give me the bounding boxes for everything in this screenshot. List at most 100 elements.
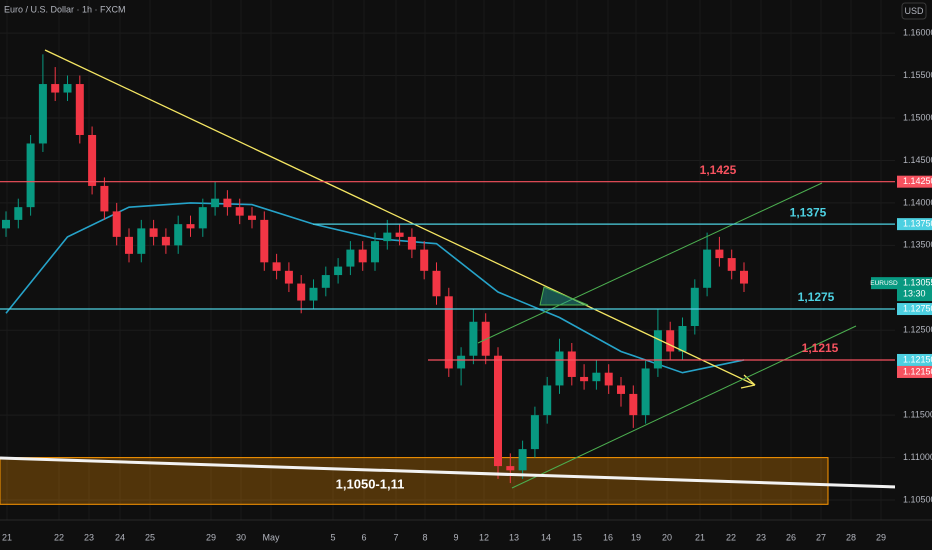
support-line xyxy=(0,456,899,489)
candle-body xyxy=(358,249,367,263)
x-tick-label: 30 xyxy=(236,532,246,542)
x-tick-label: 5 xyxy=(330,532,335,542)
candle-body xyxy=(223,198,232,208)
level-label: 1,1375 xyxy=(790,205,827,219)
price-marker xyxy=(897,175,932,188)
drawings xyxy=(0,49,899,489)
x-tick-label: 13 xyxy=(509,532,519,542)
candle-body xyxy=(88,134,97,186)
axis: 1.16000 1.15500 1.15000 1.14500 1.14000 1.135… xyxy=(2,27,932,542)
candle-body xyxy=(321,275,330,288)
x-tick-label: May xyxy=(262,532,280,542)
candle-body xyxy=(309,287,318,301)
candle-body xyxy=(75,84,84,135)
candle-body xyxy=(383,232,392,242)
arrow-head xyxy=(740,374,756,389)
trend-line xyxy=(44,49,756,386)
x-tick-label: 20 xyxy=(662,532,672,542)
x-tick-label: 21 xyxy=(2,532,12,542)
candle-body xyxy=(420,249,429,271)
x-tick-label: 26 xyxy=(786,532,796,542)
x-tick-label: 14 xyxy=(541,532,551,542)
countdown: 13:30 xyxy=(903,289,926,299)
price-marker-label: 1.13055 xyxy=(903,278,932,288)
candle-body xyxy=(617,385,625,394)
candle-body xyxy=(666,330,675,352)
candle-body xyxy=(481,321,490,356)
x-tick-label: 8 xyxy=(422,532,427,542)
candle-body xyxy=(149,228,158,237)
y-tick-label: 1.11000 xyxy=(903,452,932,462)
price-axis xyxy=(895,0,932,520)
candle-body xyxy=(494,355,502,467)
candle-body xyxy=(26,143,35,208)
candle-body xyxy=(284,270,293,284)
x-tick-label: 21 xyxy=(695,532,705,542)
candle-body xyxy=(112,211,121,237)
candle-body xyxy=(641,368,650,416)
zone-label: 1,1050-1,11 xyxy=(336,476,405,491)
y-tick-label: 1.10500 xyxy=(903,494,932,504)
candles xyxy=(2,54,748,484)
candle-body xyxy=(100,185,109,212)
y-tick-label: 1.15000 xyxy=(903,112,932,122)
candle-body xyxy=(248,215,256,220)
candle-body xyxy=(678,326,687,352)
candle-body xyxy=(530,415,539,450)
price-marker xyxy=(897,365,932,378)
candle-body xyxy=(395,232,404,237)
levels: 1,1425 1,1375 1,1275 1,1215 xyxy=(0,163,895,361)
candle-body xyxy=(469,321,478,356)
candle-body xyxy=(444,296,453,369)
candle-body xyxy=(2,219,10,229)
candle-body xyxy=(629,393,638,416)
symbol-tag: EURUSD xyxy=(870,280,898,287)
candle-body xyxy=(137,228,146,254)
y-tick-label: 1.11500 xyxy=(903,410,932,420)
candle-body xyxy=(740,270,748,284)
candle-body xyxy=(715,249,724,259)
price-marker-label: 1.12150 xyxy=(903,354,932,364)
x-tick-label: 29 xyxy=(206,532,216,542)
candle-body xyxy=(297,283,306,301)
x-tick-label: 16 xyxy=(603,532,613,542)
candle-body xyxy=(432,270,441,297)
level-label: 1,1215 xyxy=(802,341,839,355)
x-tick-label: 27 xyxy=(816,532,826,542)
price-marker-label: 1.14250 xyxy=(903,176,932,186)
candle-body xyxy=(125,236,133,254)
candle-body xyxy=(235,207,244,216)
price-marker xyxy=(897,303,932,316)
x-tick-label: 7 xyxy=(393,532,398,542)
x-tick-label: 19 xyxy=(631,532,641,542)
candle-body xyxy=(260,219,269,263)
currency-label: USD xyxy=(904,6,924,16)
price-marker xyxy=(897,218,932,231)
level-label: 1,1275 xyxy=(798,290,835,304)
candle-body xyxy=(63,84,72,93)
candle-body xyxy=(580,376,589,382)
level-label: 1,1425 xyxy=(700,163,737,177)
triangle xyxy=(539,286,589,306)
candle-body xyxy=(727,258,736,271)
x-tick-label: 22 xyxy=(54,532,64,542)
x-tick-label: 6 xyxy=(361,532,366,542)
y-tick-label: 1.13500 xyxy=(903,240,932,250)
symbol-tag-box xyxy=(871,277,897,290)
candle-body xyxy=(407,236,416,250)
candle-body xyxy=(543,385,552,416)
candle-body xyxy=(506,466,515,471)
y-tick-label: 1.15500 xyxy=(903,70,932,80)
currency-button[interactable] xyxy=(901,2,927,20)
candle-body xyxy=(38,84,47,144)
candle-body xyxy=(334,266,343,276)
candle-body xyxy=(604,372,613,386)
candle-body xyxy=(518,449,527,471)
x-tick-label: 28 xyxy=(846,532,856,542)
candle-body xyxy=(371,241,379,263)
x-tick-label: 15 xyxy=(572,532,582,542)
channel-lower xyxy=(511,325,857,489)
x-tick-label: 9 xyxy=(453,532,458,542)
